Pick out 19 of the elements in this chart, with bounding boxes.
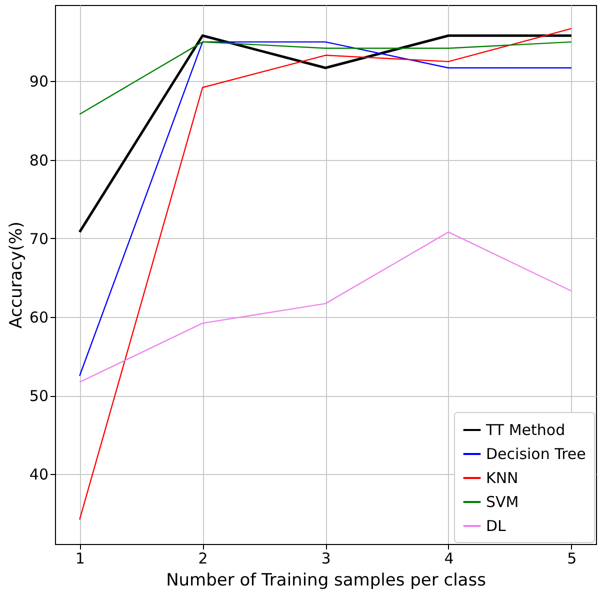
x-tick-label: 2	[198, 550, 208, 568]
legend-label: Decision Tree	[486, 445, 586, 463]
x-tick-label: 5	[567, 550, 577, 568]
y-tick-label: 70	[29, 230, 48, 248]
x-tick-label: 1	[75, 550, 85, 568]
legend-label: DL	[486, 517, 507, 535]
legend-label: TT Method	[485, 421, 566, 439]
y-tick-label: 80	[29, 151, 48, 170]
legend-label: SVM	[486, 493, 519, 511]
x-axis-title: Number of Training samples per class	[166, 570, 486, 590]
x-tick-label: 4	[444, 550, 454, 568]
y-tick-label: 40	[29, 466, 48, 484]
x-tick-label: 3	[321, 550, 331, 568]
y-tick-label: 50	[29, 387, 48, 405]
y-axis-title: Accuracy(%)	[6, 221, 26, 329]
line-series	[78, 231, 572, 383]
y-tick-label: 90	[29, 72, 48, 91]
legend-label: KNN	[486, 469, 518, 487]
y-tick-label: 60	[29, 308, 48, 326]
